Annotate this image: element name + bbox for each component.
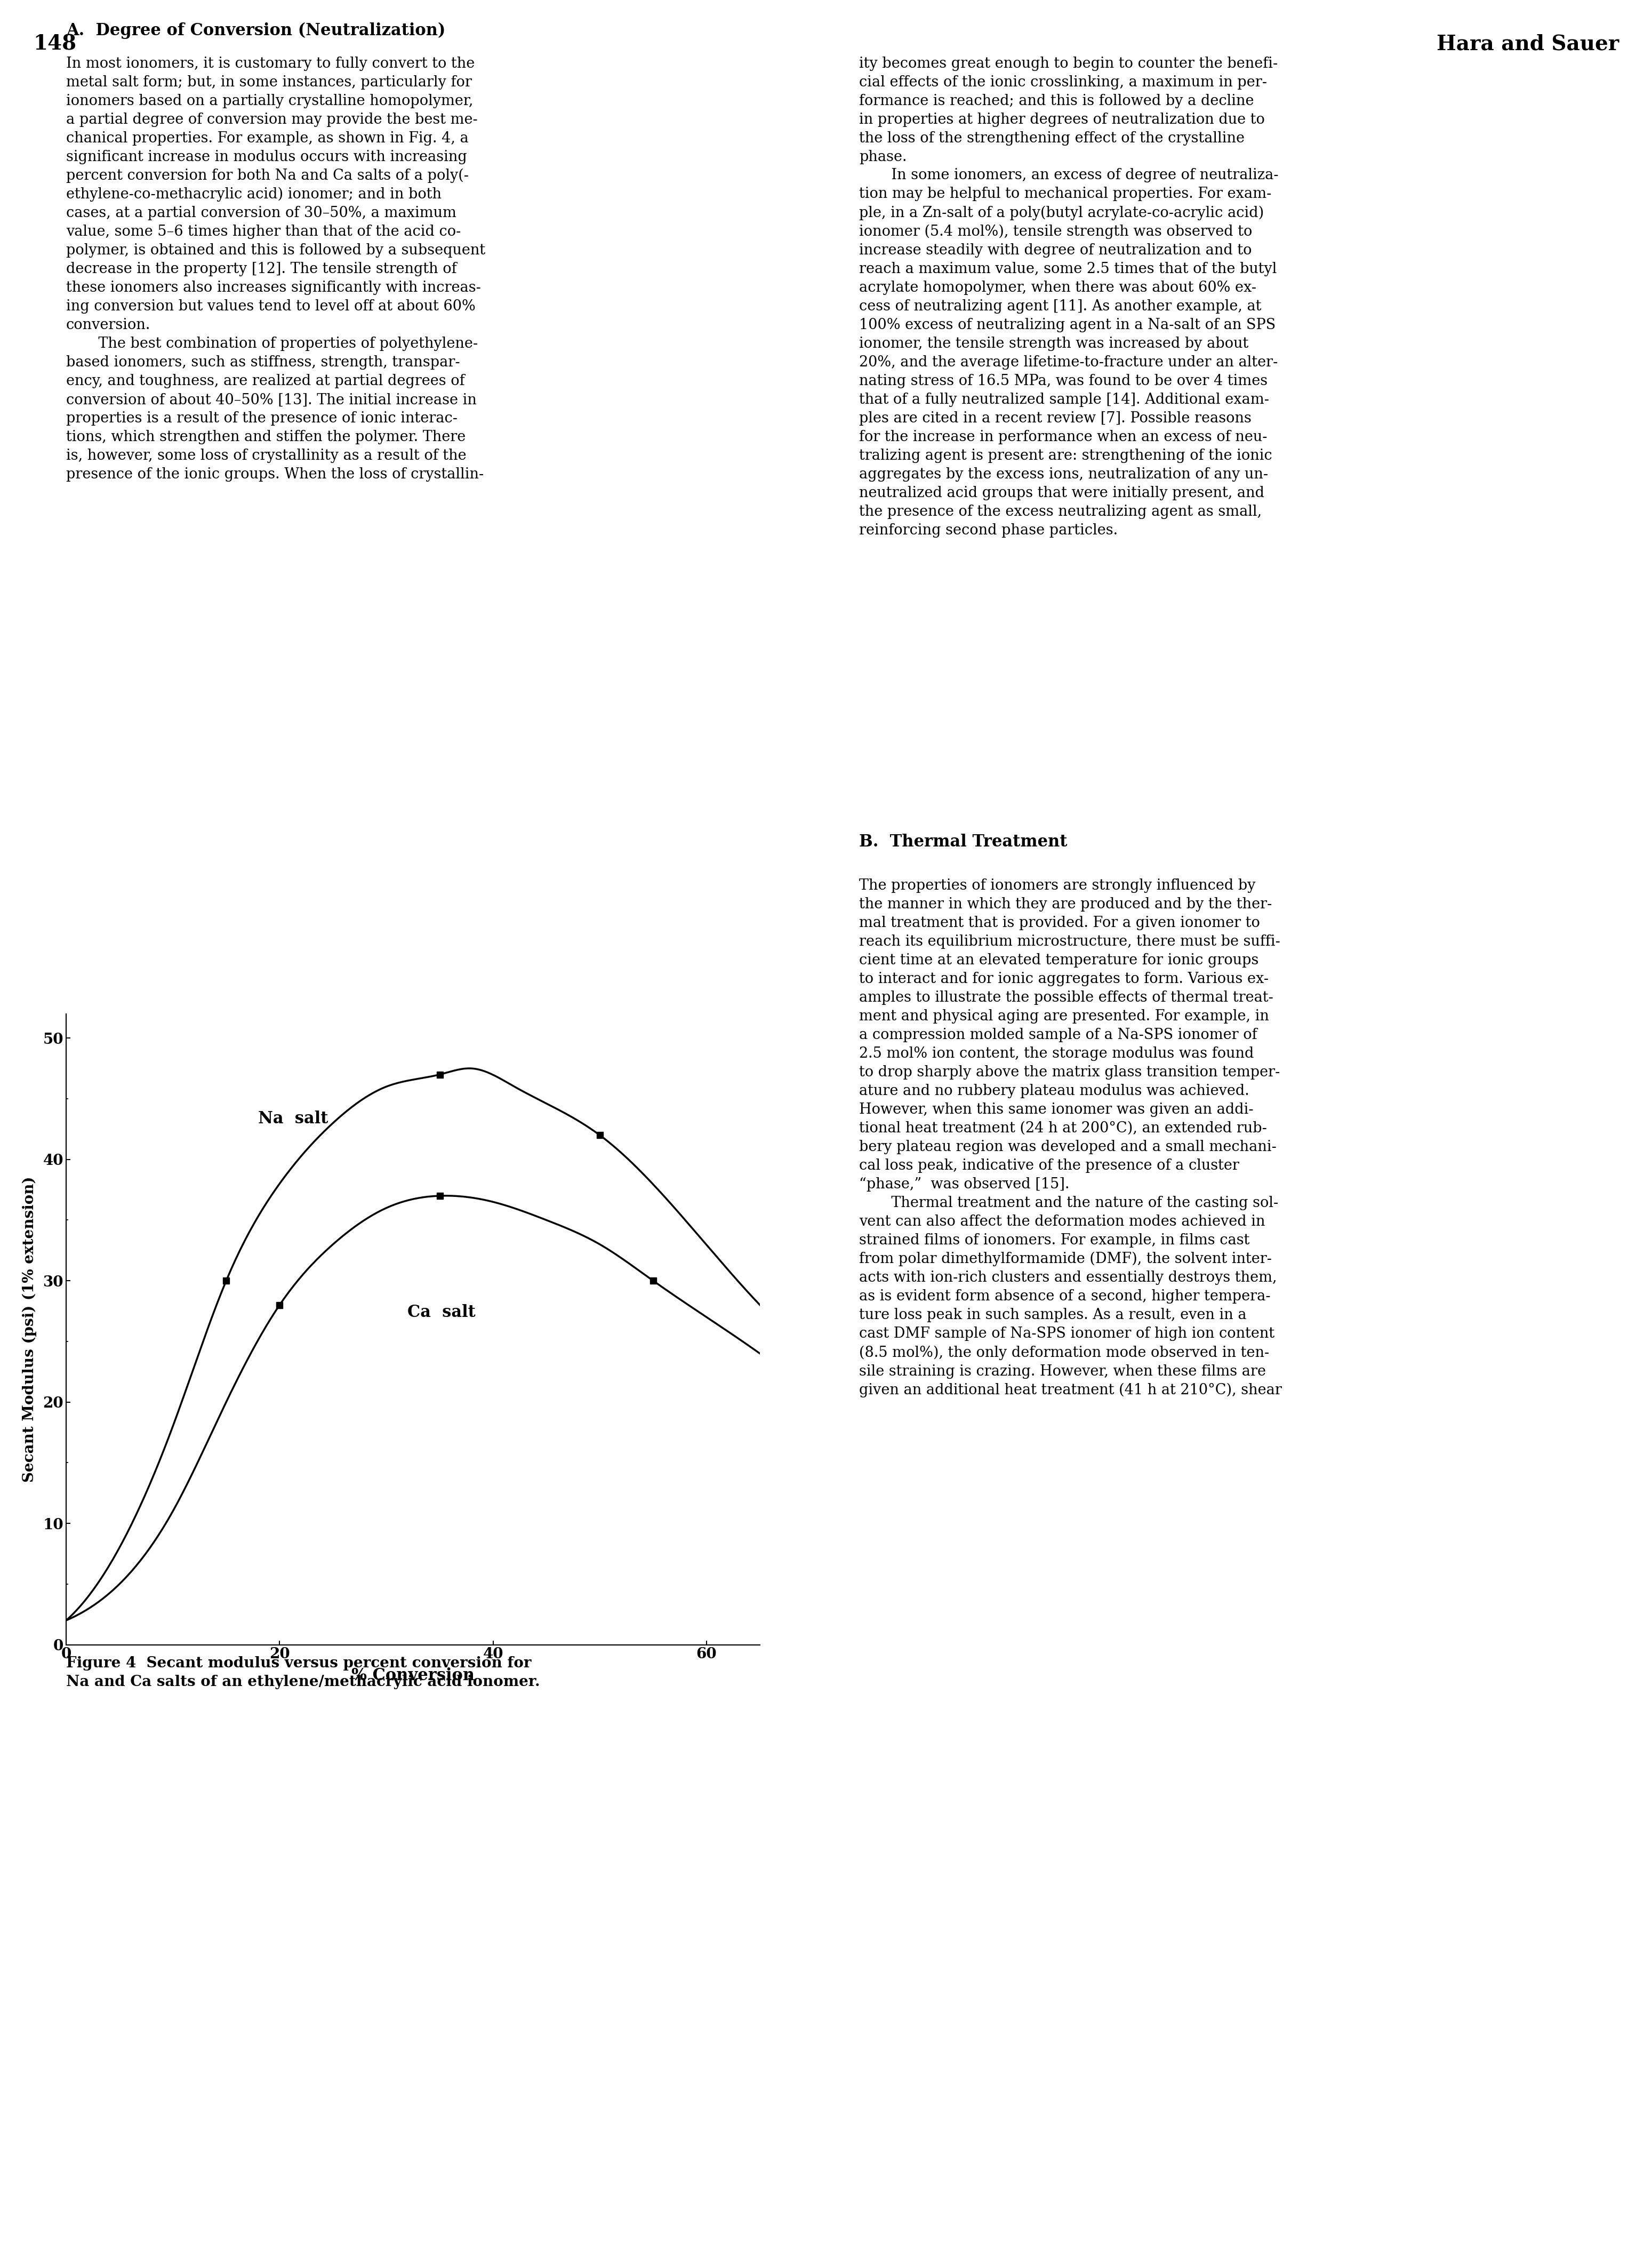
Text: Hara and Sauer: Hara and Sauer [1437,34,1619,54]
Text: In most ionomers, it is customary to fully convert to the
metal salt form; but, : In most ionomers, it is customary to ful… [66,56,486,482]
Text: A.  Degree of Conversion (Neutralization): A. Degree of Conversion (Neutralization) [66,23,446,38]
Text: ity becomes great enough to begin to counter the benefi-
cial effects of the ion: ity becomes great enough to begin to cou… [859,56,1279,538]
Text: The properties of ionomers are strongly influenced by
the manner in which they a: The properties of ionomers are strongly … [859,879,1282,1397]
Y-axis label: Secant Modulus (psi) (1% extension): Secant Modulus (psi) (1% extension) [23,1176,36,1482]
Text: Figure 4  Secant modulus versus percent conversion for
Na and Ca salts of an eth: Figure 4 Secant modulus versus percent c… [66,1656,540,1690]
Text: B.  Thermal Treatment: B. Thermal Treatment [859,834,1067,849]
Text: Ca  salt: Ca salt [408,1304,476,1320]
Text: 148: 148 [33,34,76,54]
Text: Na  salt: Na salt [258,1111,329,1126]
X-axis label: % Conversion: % Conversion [352,1667,474,1685]
